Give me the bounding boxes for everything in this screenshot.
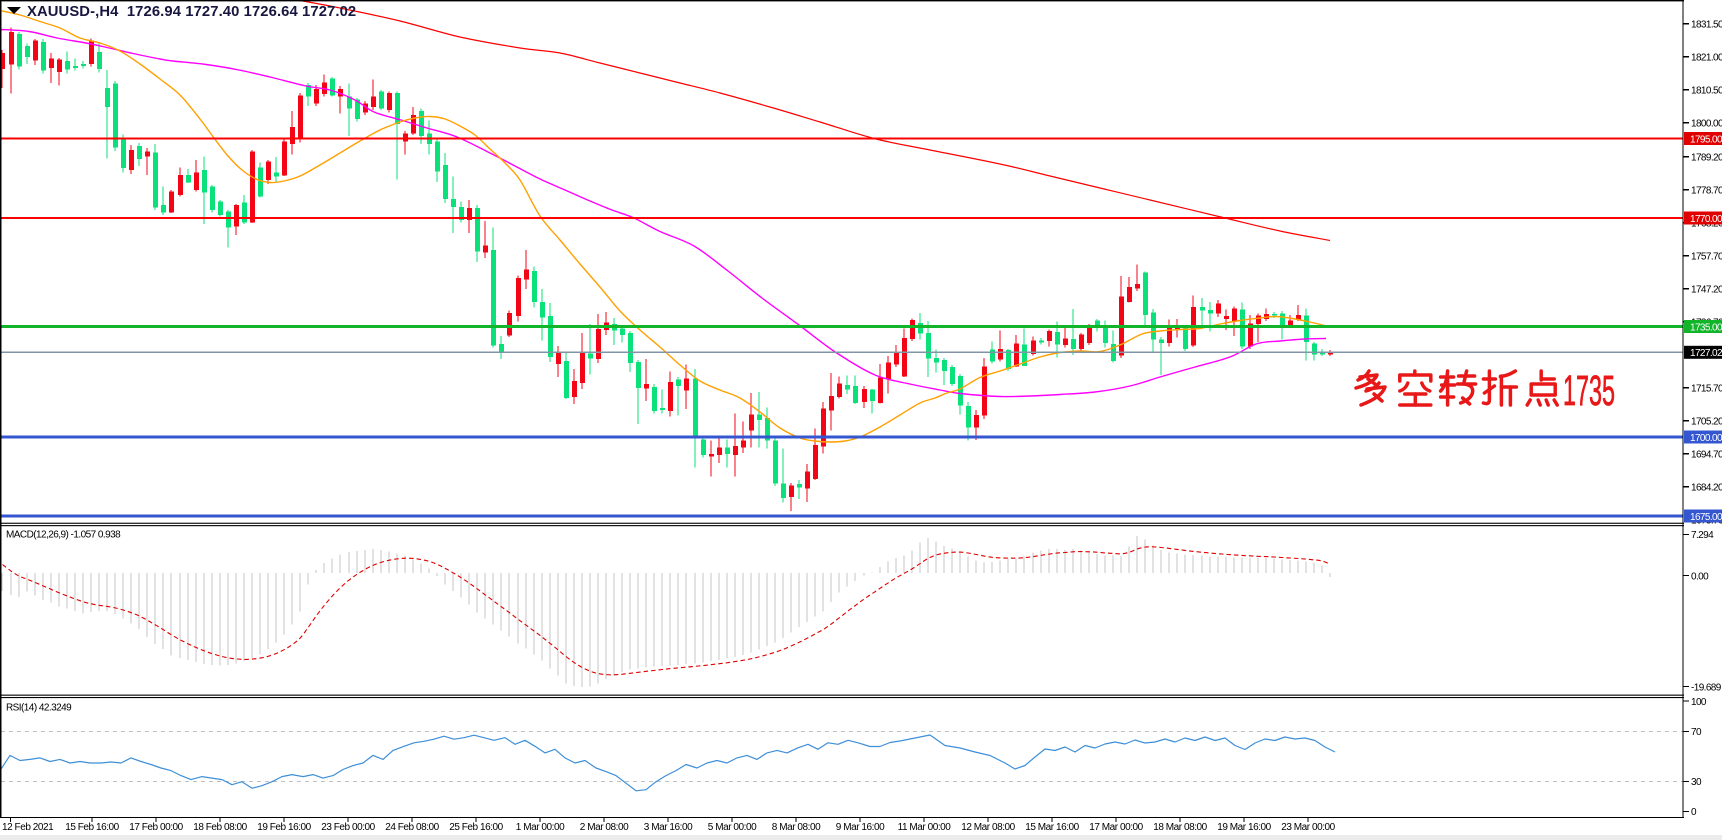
svg-text:8 Mar 08:00: 8 Mar 08:00 — [772, 822, 821, 833]
svg-text:5 Mar 00:00: 5 Mar 00:00 — [708, 822, 757, 833]
svg-text:2 Mar 08:00: 2 Mar 08:00 — [580, 822, 629, 833]
svg-text:1757.70: 1757.70 — [1691, 252, 1722, 263]
svg-text:1 Mar 00:00: 1 Mar 00:00 — [516, 822, 565, 833]
svg-text:23 Mar 00:00: 23 Mar 00:00 — [1281, 822, 1335, 833]
svg-text:7.294: 7.294 — [1691, 530, 1714, 541]
svg-text:3 Mar 16:00: 3 Mar 16:00 — [644, 822, 693, 833]
svg-text:1727.02: 1727.02 — [1690, 348, 1722, 359]
svg-text:XAUUSD-,H4 1726.94 1727.40 17: XAUUSD-,H4 1726.94 1727.40 1726.64 1727.… — [27, 4, 356, 20]
svg-text:1747.20: 1747.20 — [1691, 285, 1722, 296]
svg-text:-19.689: -19.689 — [1691, 682, 1722, 693]
svg-text:1795.00: 1795.00 — [1690, 134, 1722, 145]
svg-text:17 Feb 00:00: 17 Feb 00:00 — [129, 822, 183, 833]
svg-text:18 Feb 08:00: 18 Feb 08:00 — [193, 822, 247, 833]
svg-text:19 Mar 16:00: 19 Mar 16:00 — [1217, 822, 1271, 833]
svg-text:1831.50: 1831.50 — [1691, 20, 1722, 31]
svg-text:1800.00: 1800.00 — [1691, 119, 1722, 130]
svg-text:11 Mar 00:00: 11 Mar 00:00 — [898, 822, 952, 833]
svg-text:0.00: 0.00 — [1691, 571, 1709, 582]
svg-text:1789.20: 1789.20 — [1691, 153, 1722, 164]
svg-text:1735.00: 1735.00 — [1690, 322, 1722, 333]
svg-text:1700.00: 1700.00 — [1690, 433, 1722, 444]
svg-text:1778.70: 1778.70 — [1691, 186, 1722, 197]
svg-text:RSI(14) 42.3249: RSI(14) 42.3249 — [6, 703, 72, 714]
svg-text:100: 100 — [1691, 697, 1707, 708]
svg-text:1770.00: 1770.00 — [1690, 214, 1722, 225]
svg-text:1715.70: 1715.70 — [1691, 384, 1722, 395]
svg-text:30: 30 — [1691, 777, 1702, 788]
svg-text:1675.00: 1675.00 — [1690, 512, 1722, 523]
svg-text:15 Feb 16:00: 15 Feb 16:00 — [65, 822, 119, 833]
svg-text:1821.00: 1821.00 — [1691, 53, 1722, 64]
svg-text:1810.50: 1810.50 — [1691, 86, 1722, 97]
svg-text:17 Mar 00:00: 17 Mar 00:00 — [1089, 822, 1143, 833]
svg-text:12 Feb 2021: 12 Feb 2021 — [2, 822, 54, 833]
svg-text:25 Feb 16:00: 25 Feb 16:00 — [449, 822, 503, 833]
svg-text:12 Mar 08:00: 12 Mar 08:00 — [961, 822, 1015, 833]
svg-text:1735: 1735 — [1563, 367, 1615, 415]
svg-text:70: 70 — [1691, 727, 1702, 738]
svg-text:1684.20: 1684.20 — [1691, 483, 1722, 494]
svg-text:18 Mar 08:00: 18 Mar 08:00 — [1153, 822, 1207, 833]
svg-text:24 Feb 08:00: 24 Feb 08:00 — [385, 822, 439, 833]
svg-text:9 Mar 16:00: 9 Mar 16:00 — [836, 822, 885, 833]
svg-text:1705.20: 1705.20 — [1691, 417, 1722, 428]
svg-text:1694.70: 1694.70 — [1691, 450, 1722, 461]
svg-text:23 Feb 00:00: 23 Feb 00:00 — [321, 822, 375, 833]
svg-text:0: 0 — [1691, 807, 1697, 818]
svg-text:15 Mar 16:00: 15 Mar 16:00 — [1025, 822, 1079, 833]
svg-text:MACD(12,26,9) -1.057 0.938: MACD(12,26,9) -1.057 0.938 — [6, 530, 121, 541]
svg-text:19 Feb 16:00: 19 Feb 16:00 — [257, 822, 311, 833]
